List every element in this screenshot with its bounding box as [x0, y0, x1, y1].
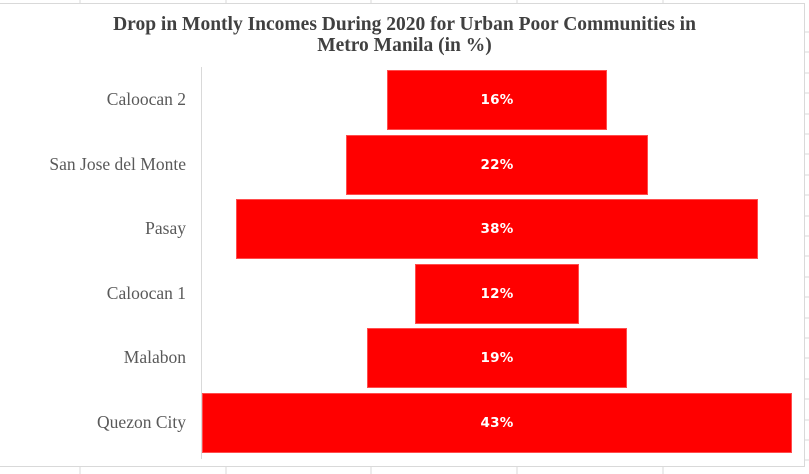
chart-title: Drop in Montly Incomes During 2020 for U… — [0, 14, 809, 56]
category-label: Caloocan 1 — [106, 282, 186, 303]
funnel-bar[interactable]: 38% — [236, 199, 758, 260]
funnel-bar[interactable]: 12% — [414, 263, 580, 324]
funnel-bar[interactable]: 16% — [387, 70, 607, 130]
funnel-bar[interactable]: 43% — [202, 393, 792, 453]
data-label: 19% — [480, 350, 514, 367]
data-label: 12% — [480, 285, 514, 302]
chart-title-line-2: Metro Manila (in %) — [317, 35, 492, 56]
funnel-bar[interactable]: 19% — [366, 328, 628, 389]
category-label: Pasay — [145, 218, 186, 239]
category-label: Caloocan 2 — [106, 89, 186, 109]
category-label: Quezon City — [97, 412, 186, 432]
data-label: 38% — [480, 221, 514, 238]
data-label: 16% — [480, 92, 514, 108]
vertical-axis-line — [201, 67, 202, 459]
chart-title-line-1: Drop in Montly Incomes During 2020 for U… — [113, 14, 696, 35]
data-label: 43% — [480, 415, 514, 431]
funnel-bar[interactable]: 22% — [346, 134, 648, 195]
category-label: San Jose del Monte — [49, 153, 186, 174]
category-label: Malabon — [123, 347, 186, 368]
data-label: 22% — [480, 156, 514, 173]
